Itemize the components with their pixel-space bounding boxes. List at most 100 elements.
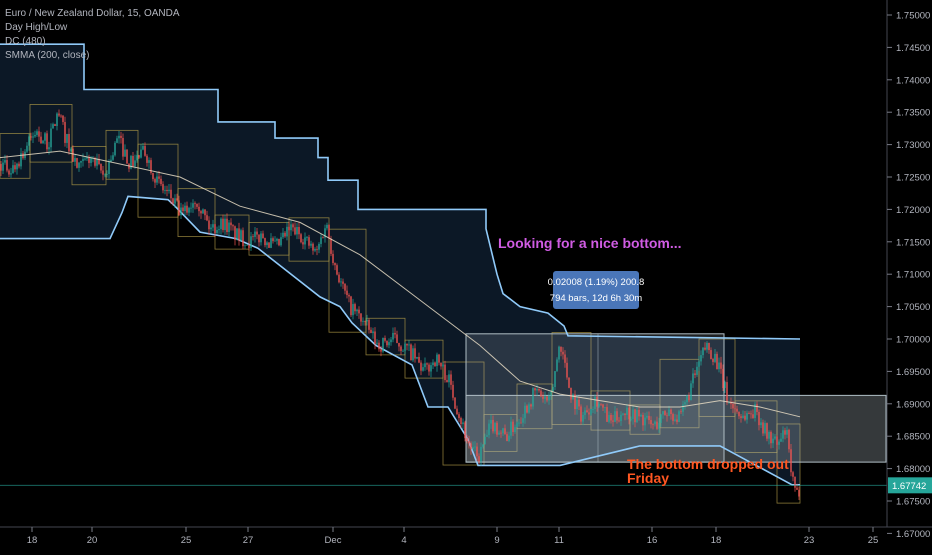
candle-body (694, 373, 696, 375)
candle-body (690, 383, 692, 401)
candle-body (176, 198, 178, 201)
time-tick-label: Dec (325, 535, 342, 546)
candle-body (66, 133, 68, 143)
price-tick-label: 1.69000 (896, 399, 930, 410)
candle-body (608, 415, 610, 422)
candle-body (416, 356, 418, 359)
candle-body (298, 227, 300, 235)
candle-body (542, 396, 544, 399)
candle-body (678, 411, 680, 422)
candle-body (362, 320, 364, 322)
time-tick-label: 25 (868, 535, 879, 546)
indicator-donchian[interactable]: DC (480) (5, 36, 46, 47)
candle-body (706, 342, 708, 350)
candle-body (488, 423, 490, 436)
candle-body (456, 408, 458, 415)
candle-body (540, 390, 542, 397)
candle-body (534, 388, 536, 391)
candle-body (308, 237, 310, 246)
candle-body (2, 162, 4, 171)
candle-body (160, 178, 162, 185)
price-tick-label: 1.71000 (896, 270, 930, 281)
candle-body (396, 334, 398, 343)
candle-body (120, 135, 122, 138)
candle-body (64, 122, 66, 143)
candle-body (576, 399, 578, 410)
candle-body (442, 364, 444, 367)
candle-body (640, 415, 642, 417)
candle-body (40, 136, 42, 144)
candle-body (798, 489, 800, 497)
candle-body (284, 232, 286, 237)
price-tick-label: 1.73000 (896, 140, 930, 151)
candle-body (252, 236, 254, 238)
candle-body (648, 415, 650, 421)
candle-body (490, 419, 492, 424)
candle-body (254, 231, 256, 237)
indicator-day-high-low[interactable]: Day High/Low (5, 22, 68, 33)
candle-body (562, 351, 564, 355)
candle-body (418, 356, 420, 363)
candle-body (610, 415, 612, 421)
indicator-smma[interactable]: SMMA (200, close) (5, 50, 90, 61)
symbol-title[interactable]: Euro / New Zealand Dollar, 15, OANDA (5, 8, 180, 19)
candle-body (584, 410, 586, 415)
candle-body (718, 362, 720, 370)
candle-body (404, 343, 406, 351)
candle-body (136, 155, 138, 161)
candle-body (600, 403, 602, 405)
candle-body (80, 160, 82, 163)
candle-body (278, 238, 280, 246)
candle-body (634, 409, 636, 423)
candle-body (674, 419, 676, 421)
candle-body (780, 438, 782, 442)
candle-body (192, 203, 194, 208)
candle-body (784, 430, 786, 435)
candle-body (486, 435, 488, 437)
candle-body (446, 380, 448, 383)
candle-body (500, 432, 502, 434)
candle-body (520, 422, 522, 424)
candle-body (734, 408, 736, 410)
candle-body (662, 411, 664, 415)
candle-body (686, 395, 688, 403)
candle-body (744, 415, 746, 420)
candle-body (182, 207, 184, 212)
candle-body (118, 135, 120, 139)
candle-body (218, 229, 220, 231)
candle-body (198, 206, 200, 212)
time-tick-label: 18 (27, 535, 38, 546)
candle-body (536, 388, 538, 391)
day-box (137, 143, 179, 218)
candle-body (4, 160, 6, 163)
candle-body (752, 414, 754, 418)
annotation-bottom-dropped-line: The bottom dropped out (627, 456, 789, 472)
candle-body (406, 343, 408, 346)
candle-body (414, 348, 416, 359)
candle-body (580, 406, 582, 422)
candle-body (676, 419, 678, 422)
candle-body (620, 414, 622, 421)
candle-body (170, 189, 172, 199)
candle-body (628, 407, 630, 420)
time-tick-label: 25 (181, 535, 192, 546)
candle-body (258, 234, 260, 243)
candle-body (460, 418, 462, 425)
price-tick-label: 1.68000 (896, 464, 930, 475)
candle-body (256, 231, 258, 235)
candle-body (114, 142, 116, 156)
price-tick-label: 1.75000 (896, 11, 930, 22)
candle-body (716, 353, 718, 370)
candle-body (790, 449, 792, 473)
candle-body (692, 373, 694, 384)
candle-body (280, 237, 282, 246)
candle-body (122, 137, 124, 157)
candle-body (28, 136, 30, 146)
candle-body (26, 145, 28, 152)
time-tick-label: 18 (711, 535, 722, 546)
candle-body (18, 163, 20, 167)
candle-body (340, 281, 342, 283)
candle-body (516, 422, 518, 428)
